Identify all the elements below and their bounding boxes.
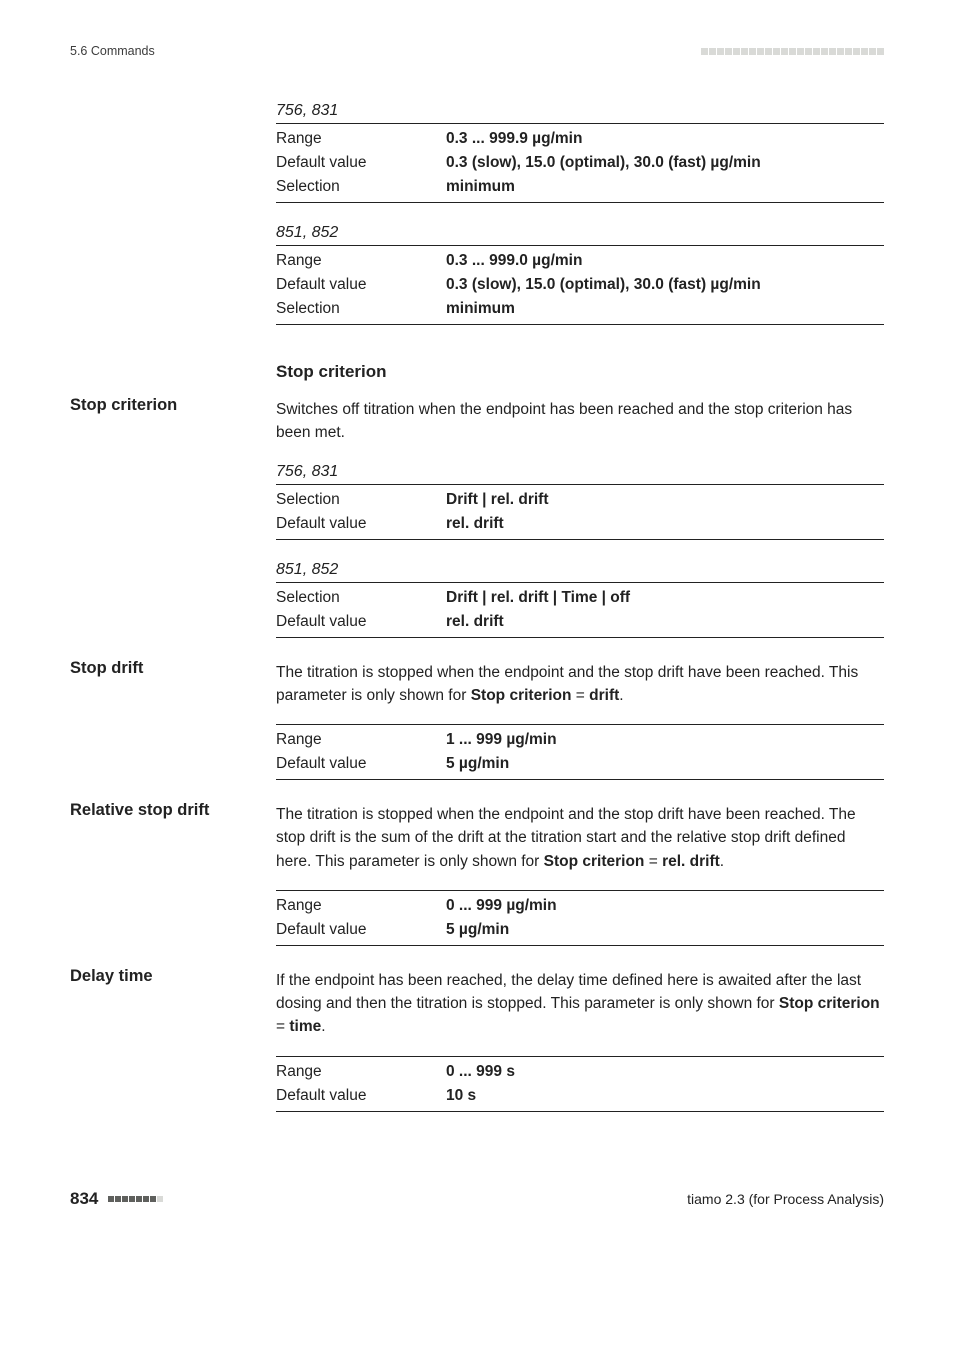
spec-row: Default value 0.3 (slow), 15.0 (optimal)… bbox=[276, 151, 884, 175]
side-label-stop-criterion: Stop criterion bbox=[70, 392, 260, 459]
spec-value: 0.3 (slow), 15.0 (optimal), 30.0 (fast) … bbox=[446, 151, 884, 175]
spec-value: 1 ... 999 µg/min bbox=[446, 728, 884, 752]
spec-label: Selection bbox=[276, 586, 446, 610]
text-fragment: . bbox=[321, 1018, 325, 1035]
spec-value: rel. drift bbox=[446, 512, 884, 536]
spec-label: Range bbox=[276, 127, 446, 151]
spec-label: Range bbox=[276, 249, 446, 273]
page-header: 5.6 Commands bbox=[70, 44, 884, 58]
spec-value: 10 s bbox=[446, 1084, 884, 1108]
block-device-heading: 851, 852 bbox=[276, 224, 884, 242]
text-fragment: = bbox=[571, 687, 589, 704]
spec-value: 0.3 (slow), 15.0 (optimal), 30.0 (fast) … bbox=[446, 273, 884, 297]
spec-label: Selection bbox=[276, 297, 446, 321]
text-bold: Stop criterion bbox=[544, 853, 645, 870]
stop-drift-description: The titration is stopped when the endpoi… bbox=[276, 661, 884, 708]
spec-value: 0.3 ... 999.0 µg/min bbox=[446, 249, 884, 273]
spec-label: Default value bbox=[276, 918, 446, 942]
block-device-heading: 756, 831 bbox=[276, 102, 884, 120]
spec-label: Default value bbox=[276, 512, 446, 536]
spec-value: minimum bbox=[446, 297, 884, 321]
delay-time-description: If the endpoint has been reached, the de… bbox=[276, 969, 884, 1039]
header-left: 5.6 Commands bbox=[70, 44, 155, 58]
spec-label: Range bbox=[276, 1060, 446, 1084]
spec-row: Range 0.3 ... 999.9 µg/min bbox=[276, 127, 884, 151]
block-device-heading: 851, 852 bbox=[276, 561, 884, 579]
spec-value: Drift | rel. drift | Time | off bbox=[446, 586, 884, 610]
text-fragment: . bbox=[619, 687, 623, 704]
spec-label: Default value bbox=[276, 273, 446, 297]
text-bold: time bbox=[289, 1018, 321, 1035]
spec-row: Selection minimum bbox=[276, 175, 884, 199]
spec-value: rel. drift bbox=[446, 610, 884, 634]
spec-label: Range bbox=[276, 894, 446, 918]
page-footer: 834 tiamo 2.3 (for Process Analysis) bbox=[70, 1189, 884, 1209]
text-fragment: = bbox=[276, 1018, 289, 1035]
text-bold: Stop criterion bbox=[471, 687, 572, 704]
text-fragment: = bbox=[644, 853, 662, 870]
spec-value: 0.3 ... 999.9 µg/min bbox=[446, 127, 884, 151]
text-fragment: . bbox=[720, 853, 724, 870]
spec-label: Default value bbox=[276, 151, 446, 175]
spec-value: Drift | rel. drift bbox=[446, 488, 884, 512]
text-bold: Stop criterion bbox=[779, 995, 880, 1012]
section-heading-stop-criterion: Stop criterion bbox=[276, 362, 884, 382]
spec-label: Range bbox=[276, 728, 446, 752]
page-number: 834 bbox=[70, 1189, 98, 1209]
side-label-stop-drift: Stop drift bbox=[70, 655, 260, 722]
spec-label: Default value bbox=[276, 610, 446, 634]
header-ornament bbox=[701, 48, 884, 55]
spec-label: Selection bbox=[276, 175, 446, 199]
spec-label: Selection bbox=[276, 488, 446, 512]
text-bold: drift bbox=[589, 687, 619, 704]
side-label-delay-time: Delay time bbox=[70, 963, 260, 1053]
footer-ornament bbox=[108, 1196, 163, 1202]
relative-stop-drift-description: The titration is stopped when the endpoi… bbox=[276, 803, 884, 873]
spec-value: 0 ... 999 µg/min bbox=[446, 894, 884, 918]
footer-right: tiamo 2.3 (for Process Analysis) bbox=[687, 1191, 884, 1207]
spec-value: 0 ... 999 s bbox=[446, 1060, 884, 1084]
block-device-heading: 756, 831 bbox=[276, 463, 884, 481]
spec-value: 5 µg/min bbox=[446, 752, 884, 776]
spec-label: Default value bbox=[276, 752, 446, 776]
spec-value: 5 µg/min bbox=[446, 918, 884, 942]
side-label-relative-stop-drift: Relative stop drift bbox=[70, 797, 260, 887]
spec-value: minimum bbox=[446, 175, 884, 199]
stop-criterion-description: Switches off titration when the endpoint… bbox=[276, 398, 884, 445]
text-fragment: If the endpoint has been reached, the de… bbox=[276, 972, 861, 1012]
text-bold: rel. drift bbox=[662, 853, 720, 870]
spec-label: Default value bbox=[276, 1084, 446, 1108]
